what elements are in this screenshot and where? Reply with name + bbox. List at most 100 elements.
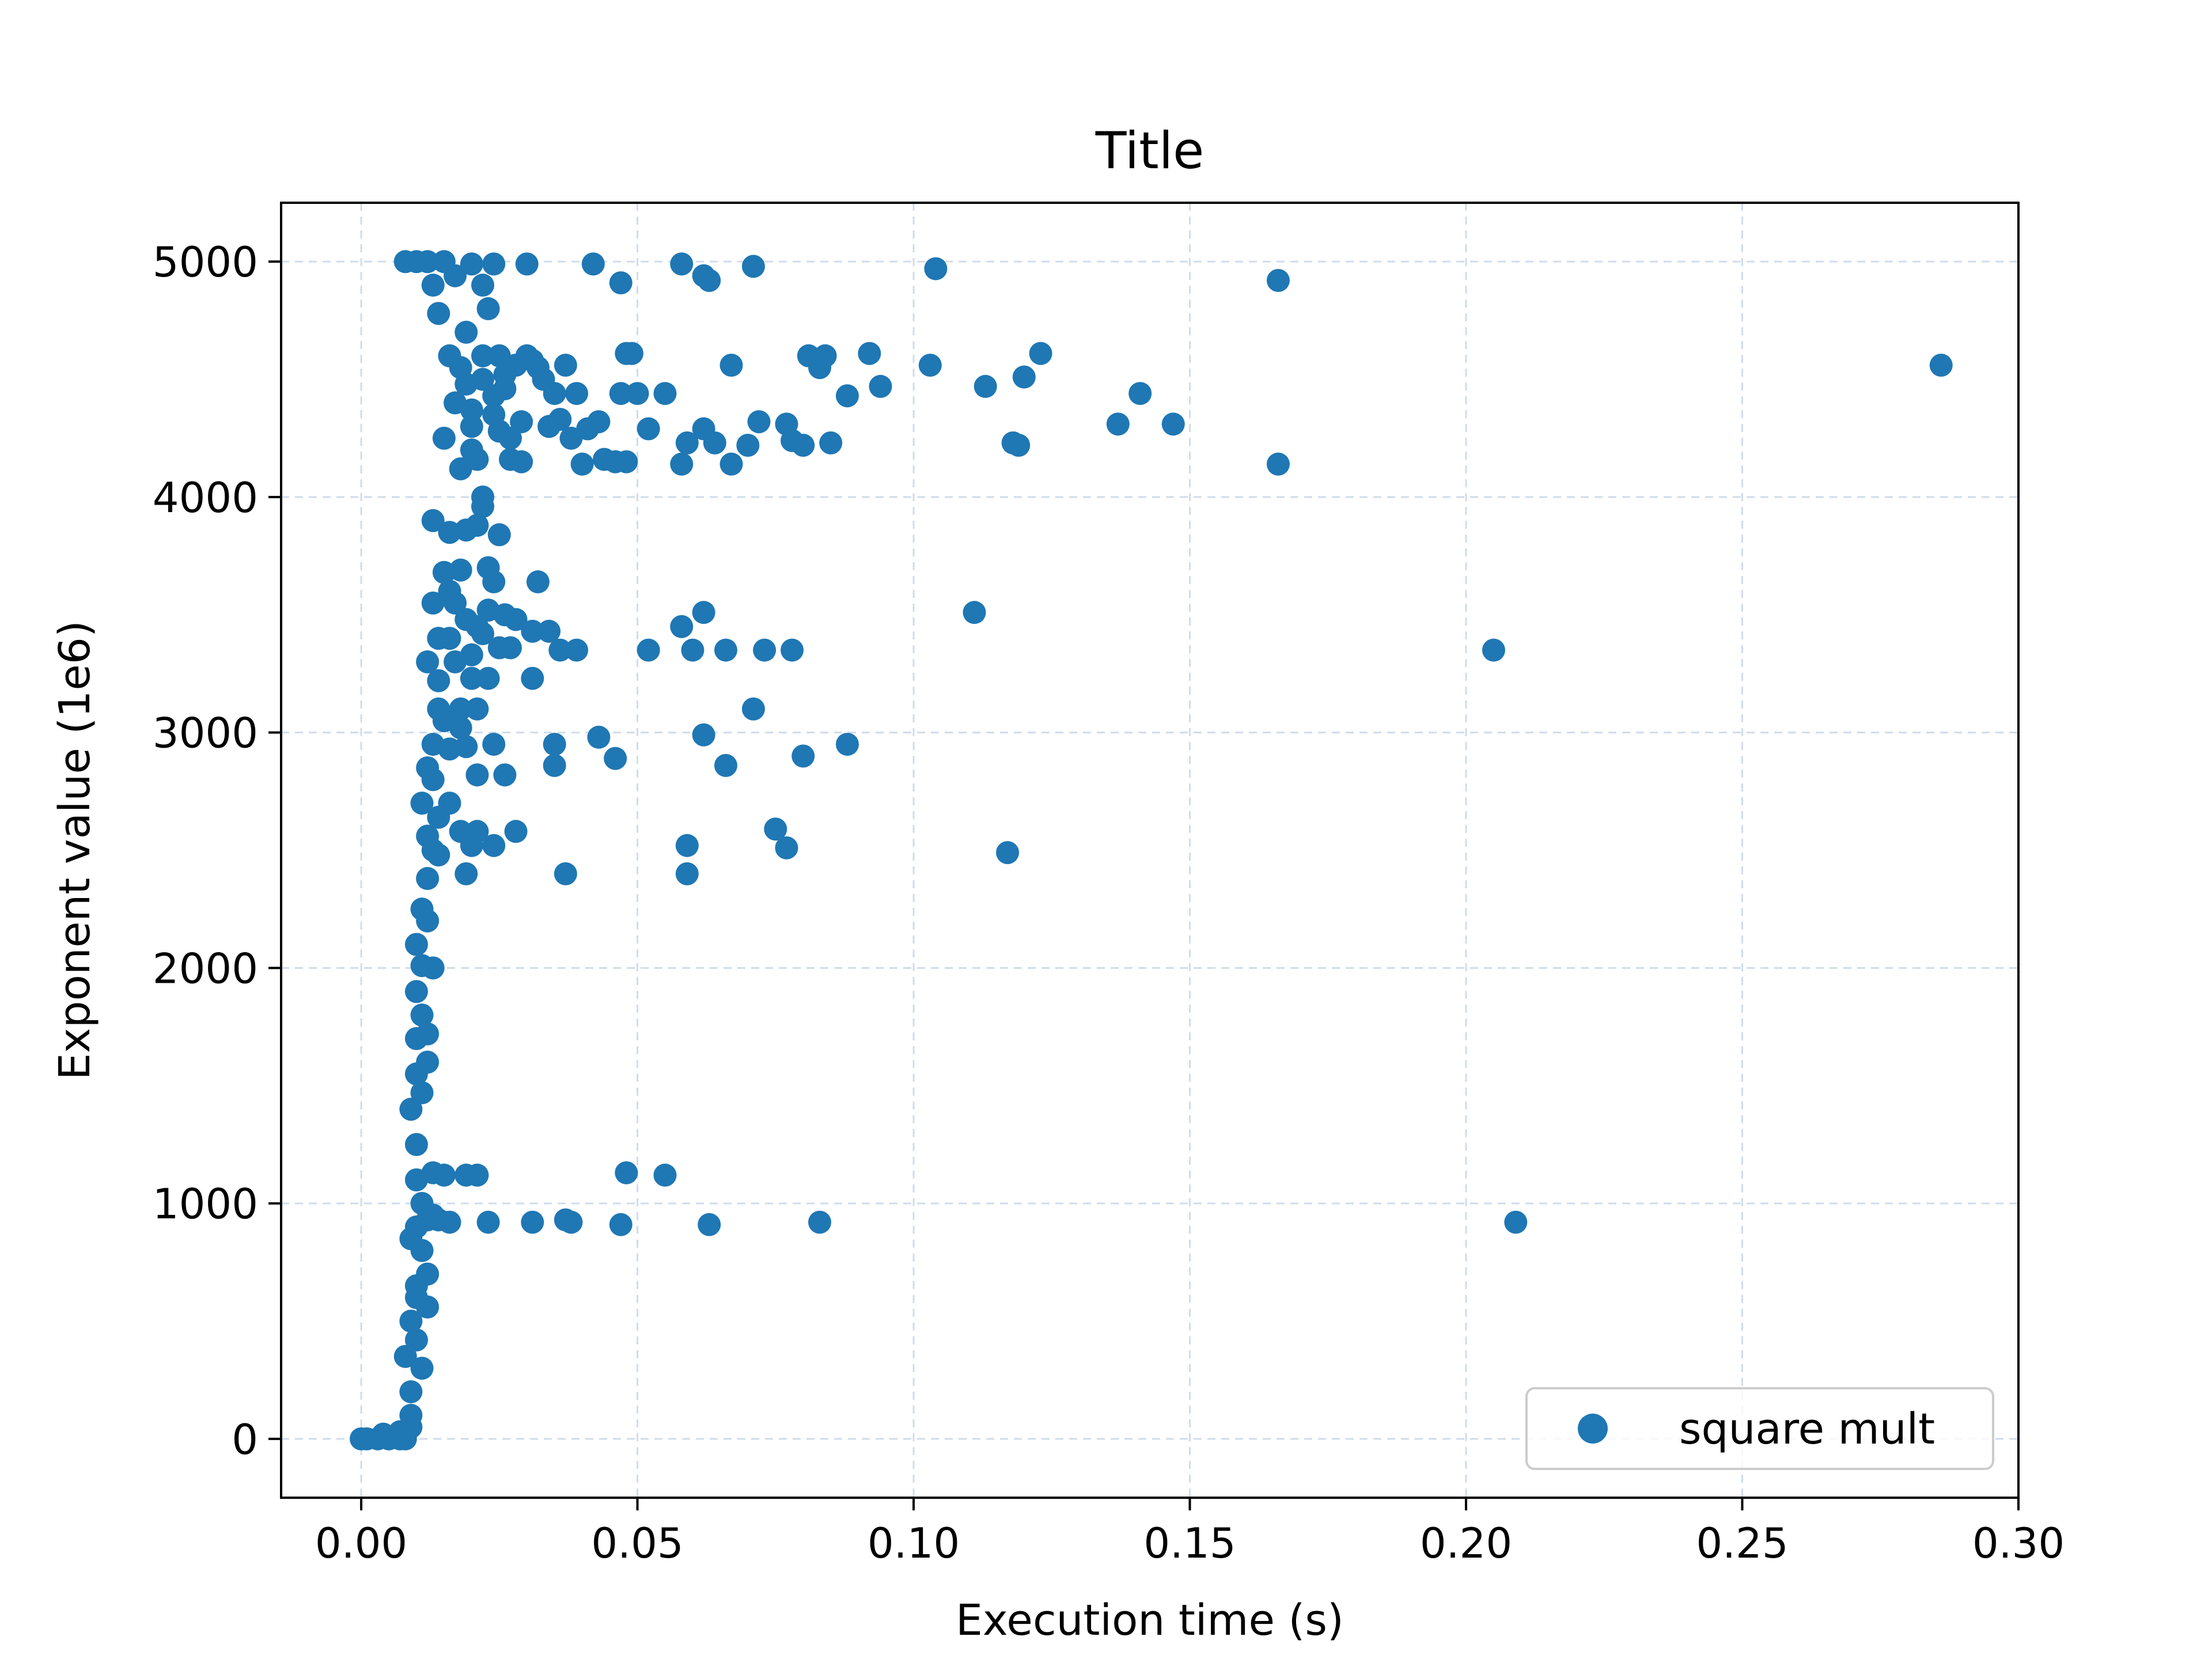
data-point — [471, 274, 495, 297]
data-point — [410, 897, 434, 921]
data-point — [521, 619, 544, 643]
data-point — [410, 791, 434, 815]
data-point — [775, 836, 798, 859]
data-point — [609, 382, 632, 406]
data-point — [515, 252, 539, 276]
data-point — [1161, 412, 1185, 436]
data-point — [487, 344, 511, 368]
data-point — [698, 1213, 721, 1236]
data-point — [487, 419, 511, 443]
data-point — [476, 599, 500, 622]
data-point — [554, 862, 577, 885]
data-point — [421, 1203, 445, 1227]
data-point — [747, 410, 771, 434]
data-point — [399, 1097, 423, 1121]
data-point — [498, 448, 522, 471]
data-point — [781, 429, 804, 452]
data-point — [444, 391, 467, 415]
chart-title: Title — [1095, 121, 1205, 180]
data-point — [510, 410, 533, 434]
data-point — [476, 1210, 500, 1234]
data-point — [482, 252, 506, 276]
data-point — [410, 1081, 434, 1104]
data-point — [581, 252, 605, 276]
data-point — [471, 368, 495, 391]
data-point — [416, 1262, 440, 1286]
data-point — [692, 264, 715, 287]
data-point — [1128, 382, 1152, 406]
data-point — [476, 297, 500, 320]
data-point — [587, 725, 611, 749]
x-tick-label: 0.20 — [1420, 1519, 1512, 1567]
data-point — [421, 839, 445, 862]
data-point — [471, 344, 495, 368]
data-point — [454, 518, 478, 542]
data-point — [404, 1132, 428, 1156]
y-tick-label: 1000 — [153, 1180, 258, 1228]
data-point — [404, 933, 428, 956]
data-point — [615, 342, 638, 365]
x-tick-label: 0.00 — [315, 1519, 407, 1567]
data-point — [537, 619, 561, 643]
data-point — [719, 452, 743, 476]
data-point — [427, 627, 450, 650]
data-point — [438, 579, 461, 603]
data-point — [427, 302, 450, 325]
data-point — [449, 716, 472, 740]
data-point — [714, 753, 737, 777]
data-point — [421, 956, 445, 980]
data-point — [460, 415, 483, 438]
data-point — [487, 636, 511, 660]
data-point — [615, 1161, 638, 1184]
data-point — [1929, 354, 1953, 377]
data-point — [835, 733, 859, 756]
x-tick-label: 0.30 — [1972, 1519, 2065, 1567]
data-point — [637, 638, 660, 662]
data-point — [504, 820, 528, 843]
data-point — [653, 382, 677, 406]
y-tick-label: 3000 — [153, 709, 258, 757]
data-point — [449, 356, 472, 380]
data-point — [465, 697, 489, 721]
data-point — [399, 1380, 423, 1404]
data-point — [471, 622, 495, 645]
data-point — [869, 374, 892, 398]
y-axis-label: Exponent value (1e6) — [50, 620, 100, 1080]
data-point — [416, 650, 440, 674]
data-point — [548, 638, 572, 662]
data-point — [637, 417, 660, 441]
data-point — [427, 697, 450, 721]
data-point — [393, 250, 417, 274]
data-point — [460, 252, 483, 276]
data-point — [404, 1328, 428, 1352]
data-point — [570, 452, 594, 476]
data-point — [858, 342, 881, 365]
data-point — [482, 384, 506, 408]
legend: square mult — [1525, 1387, 1994, 1470]
data-point — [404, 980, 428, 1003]
data-point — [421, 591, 445, 615]
data-point — [1266, 268, 1290, 292]
data-point — [753, 638, 777, 662]
data-point — [791, 744, 815, 768]
data-point — [493, 363, 517, 387]
legend-box — [1525, 1387, 1994, 1470]
y-tick-label: 0 — [232, 1415, 258, 1464]
data-point — [548, 408, 572, 431]
data-point — [526, 356, 550, 380]
data-point — [670, 252, 694, 276]
data-point — [526, 570, 550, 594]
data-point — [449, 820, 472, 843]
legend-marker — [1578, 1414, 1608, 1444]
data-point — [974, 374, 997, 398]
y-tick-label: 2000 — [153, 944, 258, 993]
legend-label: square mult — [1679, 1404, 1935, 1454]
data-point — [465, 820, 489, 843]
data-point — [416, 867, 440, 891]
data-point — [1482, 638, 1505, 662]
data-point — [681, 638, 704, 662]
data-point — [1266, 452, 1290, 476]
data-point — [609, 271, 632, 294]
data-point — [808, 1210, 832, 1234]
